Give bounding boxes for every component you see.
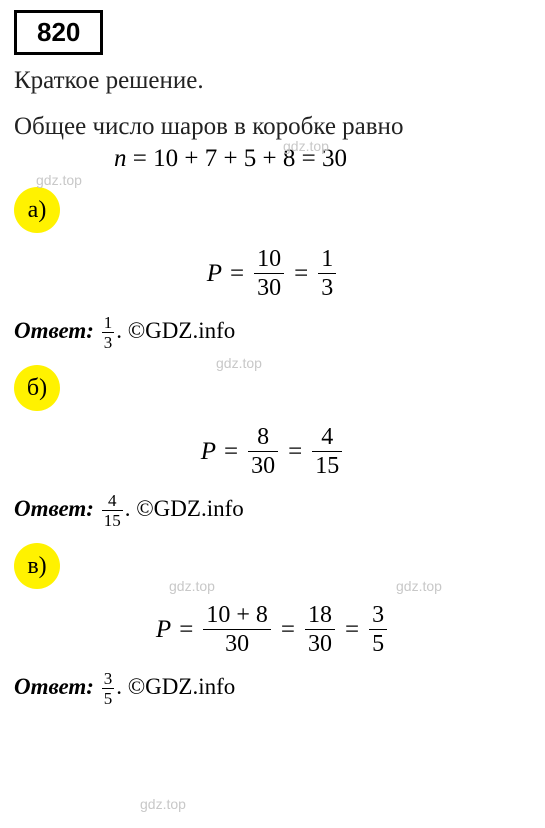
equals-sign: = [294,260,308,288]
intro-text: Общее число шаров в коробке равно [14,113,531,141]
variable-p: P [207,260,222,288]
fraction-den: 3 [318,274,336,300]
equals-sign: = [345,616,359,644]
fraction-den: 5 [369,630,387,656]
problem-number: 820 [37,17,80,47]
fraction: 1 3 [318,247,336,300]
part-c-answer: Ответ: 3 5 . ©GDZ.info [14,670,531,707]
answer-label: Ответ: [14,674,94,699]
variable-p: P [156,616,171,644]
fraction-den: 30 [305,630,335,656]
fraction-num: 3 [102,670,115,689]
fraction-num: 3 [369,603,387,630]
answer-label: Ответ: [14,318,94,343]
solution-page: 820 Краткое решение. Общее число шаров в… [0,0,545,727]
answer-label: Ответ: [14,496,94,521]
n-equation: n = 10 + 7 + 5 + 8 = 30 [14,145,531,173]
part-a-equation: P = 10 30 = 1 3 [14,247,531,300]
variable-p: P [201,438,216,466]
equals-sign: = [281,616,295,644]
fraction: 3 5 [369,603,387,656]
fraction-den: 30 [248,452,278,478]
copyright-text: . ©GDZ.info [116,318,235,343]
equals-sign: = [288,438,302,466]
answer-fraction: 4 15 [102,492,123,529]
part-c-equation: P = 10 + 8 30 = 18 30 = 3 5 [14,603,531,656]
fraction: 4 15 [312,425,342,478]
equals-sign: = [224,438,238,466]
part-b-equation: P = 8 30 = 4 15 [14,425,531,478]
fraction: 8 30 [248,425,278,478]
fraction-den: 30 [203,630,271,656]
problem-number-box: 820 [14,10,103,55]
fraction-num: 1 [102,314,115,333]
fraction-num: 18 [305,603,335,630]
equals-sign: = [230,260,244,288]
fraction-den: 5 [102,689,115,707]
fraction-den: 30 [254,274,284,300]
fraction: 10 30 [254,247,284,300]
copyright-text: . ©GDZ.info [125,496,244,521]
fraction: 10 + 8 30 [203,603,271,656]
answer-fraction: 3 5 [102,670,115,707]
fraction: 18 30 [305,603,335,656]
equals-sign: = [179,616,193,644]
fraction-num: 10 + 8 [203,603,271,630]
fraction-den: 15 [312,452,342,478]
fraction-num: 1 [318,247,336,274]
part-b-answer: Ответ: 4 15 . ©GDZ.info [14,492,531,529]
fraction-num: 10 [254,247,284,274]
fraction-num: 4 [102,492,123,511]
copyright-text: . ©GDZ.info [116,674,235,699]
fraction-num: 8 [248,425,278,452]
part-a-answer: Ответ: 1 3 . ©GDZ.info [14,314,531,351]
watermark: gdz.top [140,796,186,812]
part-c-marker: в) [14,543,60,589]
fraction-num: 4 [312,425,342,452]
answer-fraction: 1 3 [102,314,115,351]
solution-heading: Краткое решение. [14,67,531,95]
part-a-marker: а) [14,187,60,233]
fraction-den: 15 [102,511,123,529]
fraction-den: 3 [102,333,115,351]
part-b-marker: б) [14,365,60,411]
